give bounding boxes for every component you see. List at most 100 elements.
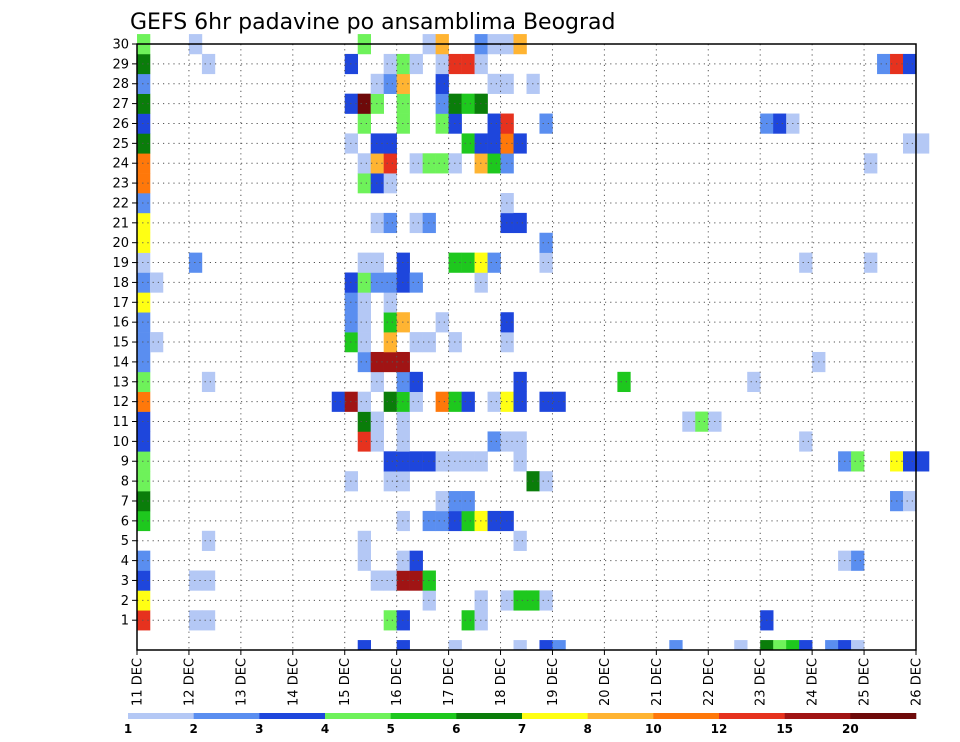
heatmap-cell (409, 153, 423, 174)
x-tick-label: 22 DEC (702, 658, 717, 706)
heatmap-cell (409, 212, 423, 234)
x-tick-label: 20 DEC (598, 658, 613, 706)
heatmap-cell (137, 391, 151, 412)
heatmap-cell (916, 451, 930, 472)
heatmap-cell (487, 113, 501, 134)
heatmap-cell (357, 332, 371, 353)
heatmap-cell (851, 640, 865, 651)
heatmap-cells (137, 34, 930, 651)
heatmap-cell (461, 53, 475, 75)
colorbar-swatch (325, 713, 391, 719)
heatmap-cell (383, 351, 397, 373)
heatmap-cell (461, 491, 475, 512)
y-tick-label: 10 (112, 435, 129, 450)
colorbar-swatch (719, 713, 785, 719)
y-tick-label: 26 (112, 117, 129, 132)
x-axis: 11 DEC 12 DEC 13 DEC 14 DEC 15 DEC 16 DEC 17 D… (131, 650, 925, 706)
heatmap-cell (137, 510, 151, 532)
colorbar-label: 6 (452, 722, 460, 736)
heatmap-cell (773, 640, 787, 651)
heatmap-cell (799, 640, 813, 651)
heatmap-cell (734, 640, 748, 651)
heatmap-cell (773, 113, 787, 134)
heatmap-cell (669, 640, 683, 651)
colorbar-label: 2 (189, 722, 197, 736)
heatmap-cell (539, 391, 553, 412)
heatmap-cell (383, 471, 397, 492)
y-tick-label: 16 (112, 316, 129, 331)
y-tick-label: 27 (112, 97, 129, 112)
heatmap-cell (383, 272, 397, 293)
heatmap-cell (137, 93, 151, 114)
heatmap-cell (137, 570, 151, 591)
heatmap-cell (513, 391, 527, 412)
heatmap-cell (137, 610, 151, 631)
colorbar-label: 1 (124, 722, 132, 736)
colorbar-swatch (784, 713, 851, 719)
heatmap-cell (409, 550, 423, 571)
colorbar-swatch (193, 713, 260, 719)
heatmap-cell (137, 550, 151, 571)
heatmap-cell (357, 640, 371, 651)
plot-frame (136, 43, 917, 651)
heatmap-cell (383, 133, 397, 154)
heatmap-cell (149, 332, 164, 353)
heatmap-cell (851, 550, 865, 571)
heatmap-cell (487, 391, 501, 412)
heatmap-cell (137, 252, 151, 273)
heatmap-cell (513, 431, 527, 452)
heatmap-cell (357, 252, 371, 273)
heatmap-cell (461, 391, 475, 412)
heatmap-cell (137, 451, 151, 472)
heatmap-cell (435, 510, 449, 532)
y-tick-label: 24 (112, 157, 129, 172)
x-tick-label: 25 DEC (858, 658, 873, 706)
heatmap-cell (383, 312, 397, 333)
colorbar-swatch (456, 713, 523, 719)
y-tick-label: 20 (112, 236, 129, 251)
chart-title: GEFS 6hr padavine po ansamblima Beograd (130, 10, 616, 35)
colorbar-label: 10 (645, 722, 662, 736)
heatmap-cell (357, 550, 371, 571)
heatmap-cell (435, 93, 449, 114)
heatmap-cell (747, 371, 761, 393)
colorbar-swatch (128, 713, 194, 719)
heatmap-cell (201, 570, 216, 591)
y-tick-label: 12 (112, 395, 129, 410)
y-tick-label: 25 (112, 137, 129, 152)
heatmap-cell (357, 113, 371, 134)
y-tick-label: 14 (112, 355, 129, 370)
heatmap-cell (149, 272, 164, 293)
y-tick-label: 28 (112, 77, 129, 92)
heatmap-cell (383, 610, 397, 631)
y-tick-label: 19 (112, 256, 129, 271)
y-tick-label: 15 (112, 336, 129, 351)
y-tick-label: 3 (121, 574, 129, 589)
heatmap-cell (188, 610, 203, 631)
heatmap-cell (357, 312, 371, 333)
heatmap-cell (357, 411, 371, 432)
y-tick-label: 11 (112, 415, 129, 430)
heatmap-cell (903, 133, 917, 154)
colorbar-swatch (850, 713, 917, 719)
heatmap-cell (383, 73, 397, 94)
heatmap-cell (409, 332, 423, 353)
heatmap-cell (409, 391, 423, 412)
y-tick-label: 6 (121, 514, 129, 529)
y-tick-label: 9 (121, 455, 129, 470)
heatmap-cell (137, 590, 151, 611)
heatmap-cell (487, 133, 501, 154)
colorbar: 1 2 3 4 5 6 7 8 10 12 15 20 (124, 713, 917, 736)
heatmap-cell (916, 133, 930, 154)
heatmap-cell (539, 232, 553, 253)
heatmap-cell (539, 113, 553, 134)
y-axis: 1234567891011121314151617181920212223242… (112, 38, 137, 629)
heatmap-cell (461, 93, 475, 114)
y-tick-label: 4 (121, 554, 129, 569)
heatmap-cell (383, 391, 397, 412)
heatmap-cell (513, 451, 527, 472)
heatmap-cell (760, 640, 774, 651)
heatmap-cell (137, 332, 151, 353)
x-tick-label: 17 DEC (442, 658, 457, 706)
